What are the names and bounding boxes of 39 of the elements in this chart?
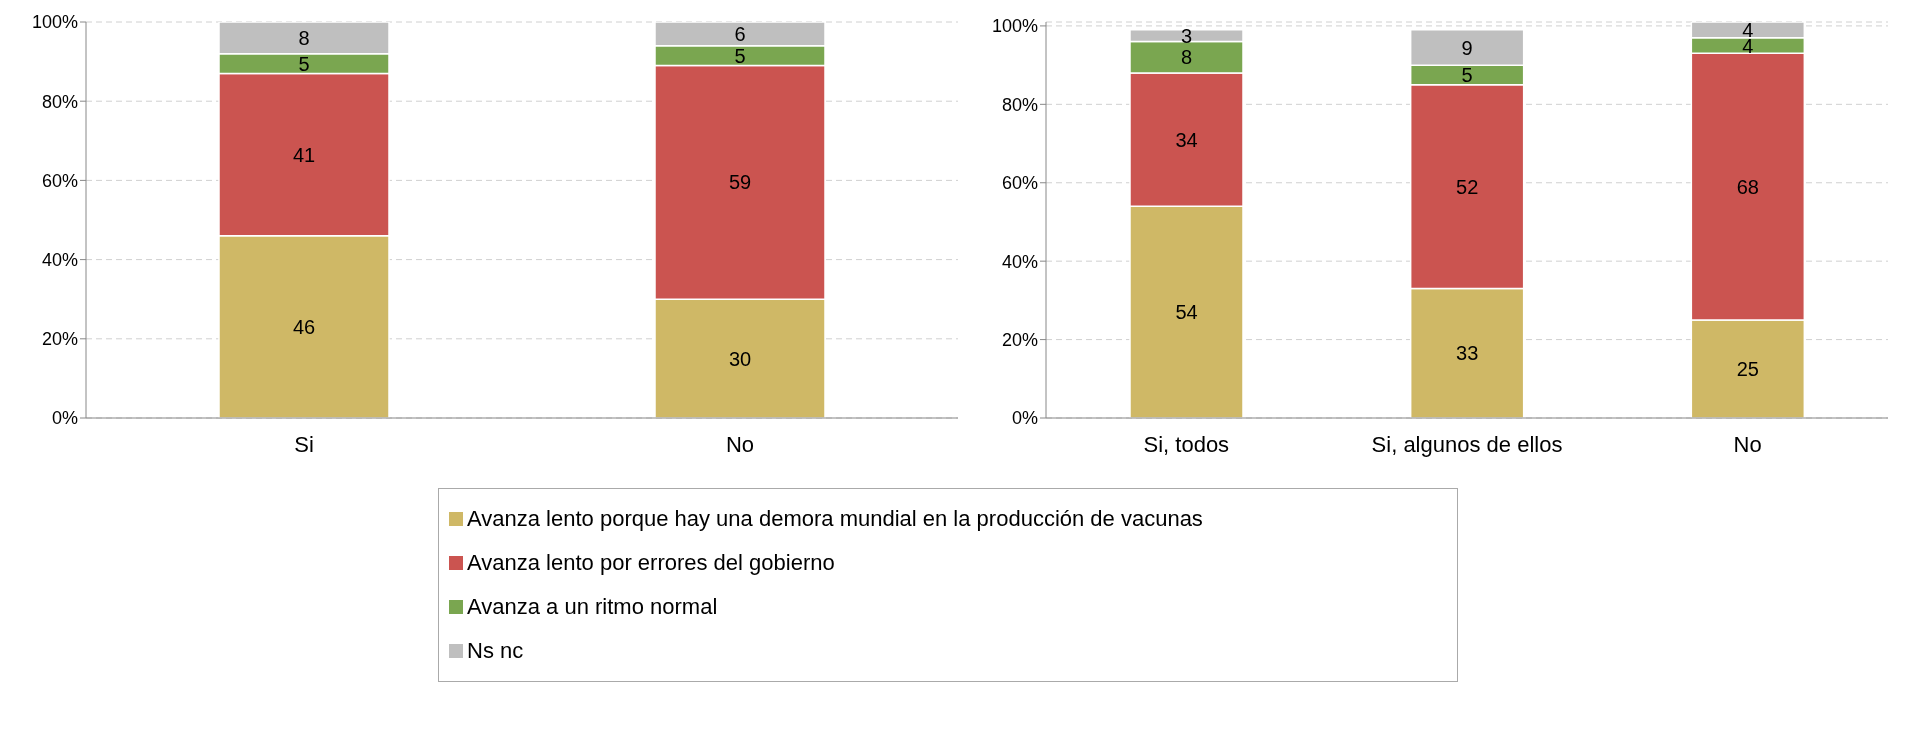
data-label: 30 (728, 347, 752, 370)
y-tick-label: 80% (1001, 94, 1038, 115)
legend-label: Avanza lento por errores del gobierno (467, 550, 835, 576)
legend-label: Avanza a un ritmo normal (467, 594, 718, 620)
y-tick-label: 60% (1001, 173, 1038, 194)
data-label: 8 (1180, 46, 1193, 69)
data-label: 54 (1175, 301, 1198, 324)
data-label: 5 (298, 52, 310, 75)
legend-label: Ns nc (467, 638, 524, 664)
data-label: 33 (1456, 342, 1479, 365)
y-tick-label: 100% (991, 16, 1038, 37)
data-label: 25 (1736, 358, 1759, 381)
y-tick-label: 0% (1011, 408, 1038, 429)
data-label: 8 (298, 26, 310, 49)
data-label: 5 (1461, 64, 1473, 87)
x-tick-label: No (1733, 431, 1762, 457)
data-label: 59 (728, 171, 752, 194)
y-tick-label: 100% (31, 12, 78, 33)
data-label: 6 (734, 22, 746, 45)
y-tick-label: 20% (1001, 329, 1038, 350)
data-label: 41 (292, 143, 316, 166)
y-tick-label: 60% (41, 170, 78, 191)
data-label: 9 (1461, 36, 1473, 59)
x-tick-label: Si, algunos de ellos (1371, 431, 1563, 457)
y-tick-label: 80% (41, 91, 78, 112)
data-label: 68 (1736, 175, 1759, 198)
data-label: 5 (734, 44, 746, 67)
data-label: 3 (1180, 24, 1193, 47)
data-label: 46 (292, 316, 316, 339)
y-tick-label: 20% (41, 329, 78, 350)
x-tick-label: Si (294, 431, 314, 457)
data-label: 34 (1175, 128, 1198, 151)
data-label: 52 (1456, 175, 1479, 198)
y-tick-label: 0% (51, 408, 78, 429)
y-tick-label: 40% (1001, 251, 1038, 272)
legend-label: Avanza lento porque hay una demora mundial en la producción de vacunas (467, 506, 1203, 532)
x-tick-label: No (725, 431, 755, 457)
y-tick-label: 40% (41, 249, 78, 270)
x-tick-label: Si, todos (1143, 431, 1230, 457)
